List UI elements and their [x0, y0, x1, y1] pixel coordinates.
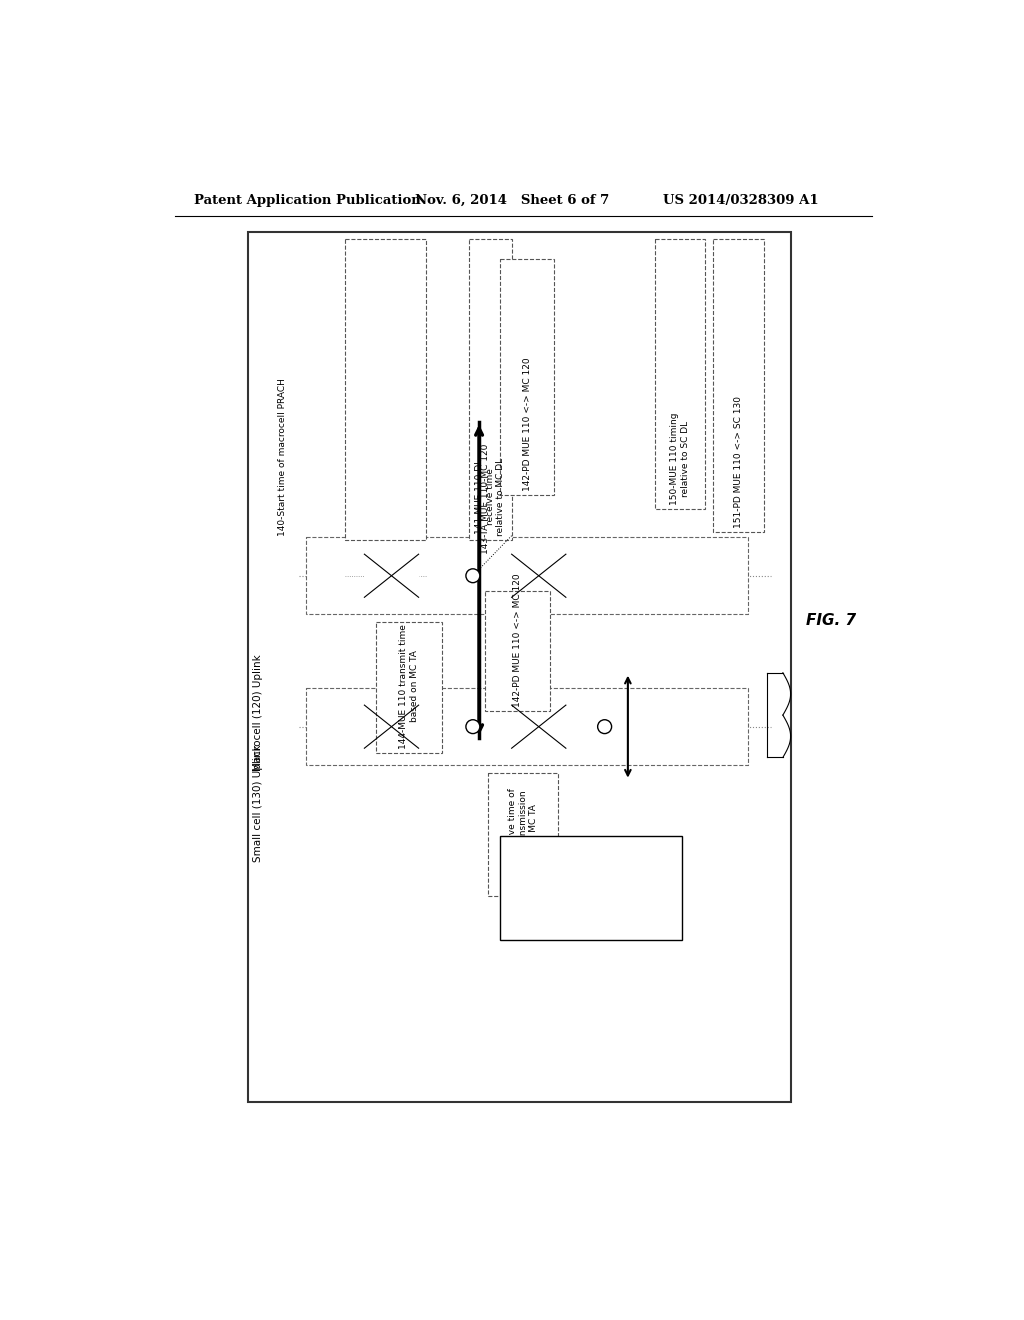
Circle shape [466, 569, 480, 582]
Text: 151-PD MUE 110 <-> SC 130: 151-PD MUE 110 <-> SC 130 [734, 396, 742, 528]
Text: 143-TA MUE 110-MC 120: 143-TA MUE 110-MC 120 [481, 444, 490, 554]
Text: US 2014/0328309 A1: US 2014/0328309 A1 [663, 194, 818, 207]
Text: Patent Application Publication: Patent Application Publication [194, 194, 421, 207]
Bar [488, 774, 558, 896]
Text: SC-Small Cell: SC-Small Cell [509, 903, 580, 912]
Text: MC-Macrocell: MC-Macrocell [509, 851, 579, 862]
Text: MUE-Macrocell UE: MUE-Macrocell UE [509, 869, 603, 878]
Bar [248, 231, 791, 1102]
Bar [713, 239, 764, 532]
Bar [306, 688, 748, 766]
Bar [500, 836, 682, 940]
Bar [500, 259, 554, 495]
Text: 140-Start time of macrocell PRACH: 140-Start time of macrocell PRACH [278, 378, 287, 536]
Text: 144-MUE 110 transmit time
based on MC TA: 144-MUE 110 transmit time based on MC TA [399, 624, 419, 748]
Text: TA-Timing Advance: TA-Timing Advance [509, 919, 608, 929]
Text: 153-SC receive time of
MUE 110 transmission
based on MC TA: 153-SC receive time of MUE 110 transmiss… [508, 788, 539, 892]
Text: Macrocell (120) Uplink: Macrocell (120) Uplink [253, 655, 263, 771]
Text: PD-Propagation Delay: PD-Propagation Delay [509, 886, 624, 895]
Bar [469, 239, 512, 540]
Text: 142-PD MUE 110 <-> MC 120: 142-PD MUE 110 <-> MC 120 [513, 574, 522, 708]
Text: 142-PD MUE 110 <-> MC 120: 142-PD MUE 110 <-> MC 120 [522, 358, 531, 491]
Circle shape [466, 719, 480, 734]
Bar [345, 239, 426, 540]
Bar [484, 591, 550, 711]
Text: Nov. 6, 2014   Sheet 6 of 7: Nov. 6, 2014 Sheet 6 of 7 [415, 194, 609, 207]
Bar [655, 239, 706, 508]
Circle shape [598, 719, 611, 734]
Text: Small cell (130) Uplink: Small cell (130) Uplink [253, 744, 263, 862]
Bar [306, 537, 748, 614]
Text: FIG. 7: FIG. 7 [806, 612, 856, 628]
Text: 141-MUE 110 DL
receive time
relative to MC DL: 141-MUE 110 DL receive time relative to … [475, 458, 505, 536]
Text: 150-MUE 110 timing
relative to SC DL: 150-MUE 110 timing relative to SC DL [671, 412, 690, 506]
Bar [376, 622, 442, 752]
